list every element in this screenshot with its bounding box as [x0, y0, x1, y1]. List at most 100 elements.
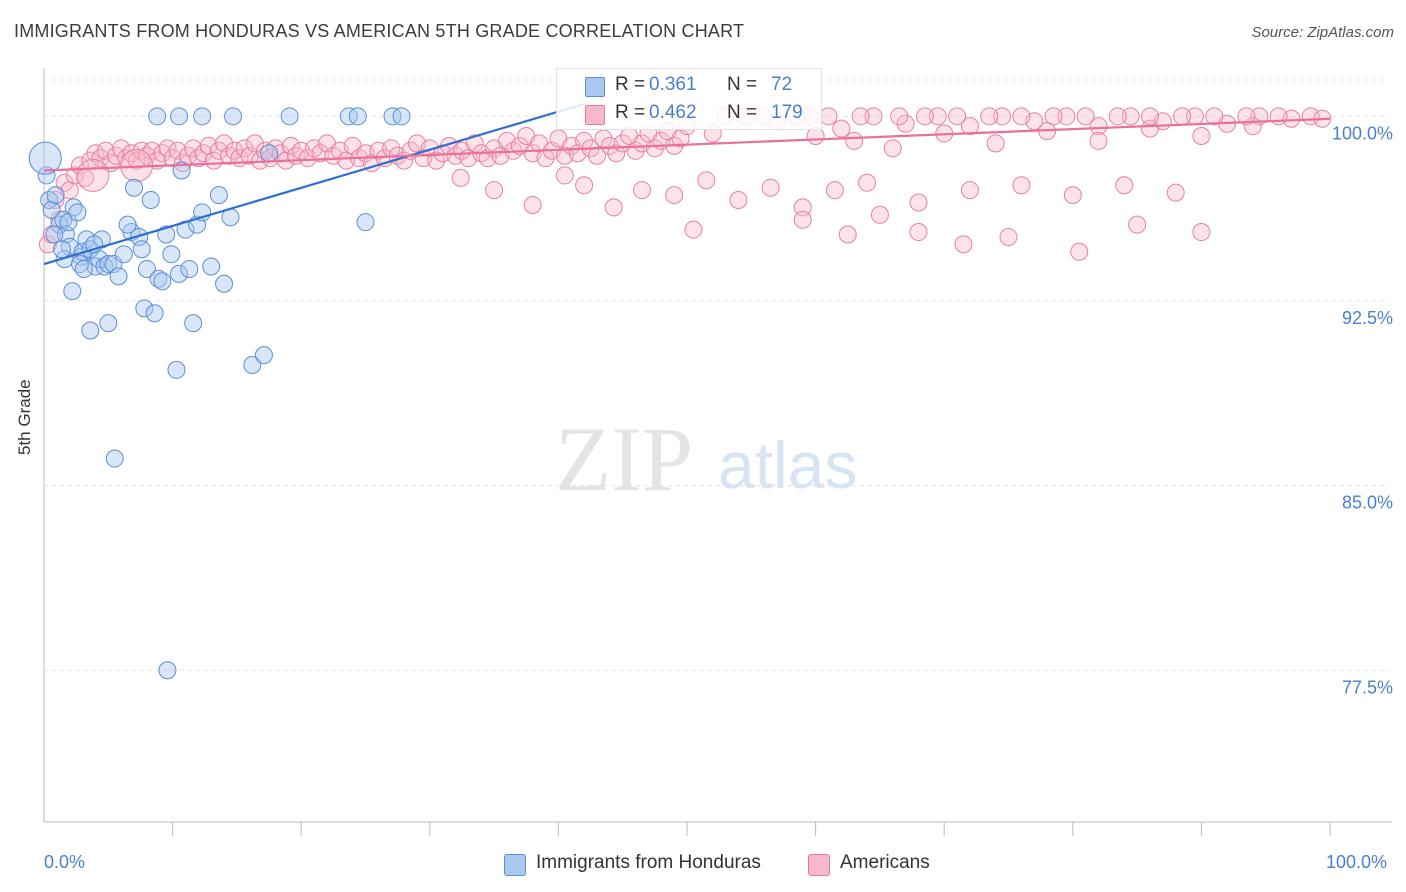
- point-honduras: [170, 107, 189, 126]
- point-americans: [1237, 107, 1256, 126]
- point-americans: [761, 178, 780, 197]
- legend-label: Americans: [840, 852, 930, 873]
- point-americans: [1140, 107, 1159, 126]
- point-americans: [1089, 131, 1108, 150]
- point-americans: [523, 195, 542, 214]
- point-honduras: [81, 321, 100, 340]
- point-honduras: [132, 240, 151, 259]
- y-tick-label: 77.5%: [1342, 677, 1393, 697]
- point-honduras: [141, 191, 160, 210]
- y-tick-label: 85.0%: [1342, 493, 1393, 513]
- point-americans: [870, 205, 889, 224]
- point-americans: [1269, 107, 1288, 126]
- watermark-atlas: atlas: [718, 428, 857, 502]
- point-americans: [158, 139, 177, 158]
- point-americans: [184, 139, 203, 158]
- y-tick-label: 100.0%: [1332, 123, 1393, 143]
- point-honduras: [254, 346, 273, 365]
- point-americans: [1012, 107, 1031, 126]
- point-americans: [832, 119, 851, 138]
- point-americans: [1057, 107, 1076, 126]
- point-americans: [38, 235, 57, 254]
- point-americans: [1140, 119, 1159, 138]
- point-americans: [890, 107, 909, 126]
- point-americans: [1205, 107, 1224, 126]
- point-honduras: [243, 355, 262, 374]
- point-americans: [86, 144, 105, 163]
- legend-swatch-pink: [585, 105, 605, 125]
- point-americans: [729, 191, 748, 210]
- trend-lines: [43, 102, 1331, 266]
- point-honduras: [339, 107, 358, 126]
- trend-line-americans: [43, 117, 1331, 172]
- point-honduras: [170, 264, 189, 283]
- point-americans: [954, 235, 973, 254]
- point-honduras: [280, 107, 299, 126]
- point-honduras: [180, 259, 199, 278]
- point-honduras: [184, 314, 203, 333]
- point-americans: [1128, 215, 1147, 234]
- legend-swatch-blue: [504, 854, 526, 876]
- legend-n-value: 72: [771, 74, 793, 95]
- point-americans: [915, 107, 934, 126]
- source-credit: Source: ZipAtlas.com: [1251, 24, 1394, 41]
- point-honduras: [135, 299, 154, 318]
- x-tick-label-max: 100.0%: [1326, 852, 1388, 872]
- point-americans: [819, 107, 838, 126]
- point-honduras: [109, 267, 128, 286]
- point-americans: [1076, 107, 1095, 126]
- point-honduras: [153, 272, 172, 291]
- point-honduras: [99, 314, 118, 333]
- stats-legend: R = 0.361 N = 72 R = 0.462 N = 179: [556, 68, 822, 130]
- point-americans: [864, 107, 883, 126]
- point-americans: [189, 149, 208, 168]
- legend-r-label: R =: [615, 102, 646, 123]
- point-honduras: [209, 186, 228, 205]
- point-americans: [575, 176, 594, 195]
- point-americans: [948, 107, 967, 126]
- y-tick-label: 92.5%: [1342, 308, 1393, 328]
- point-honduras: [137, 259, 156, 278]
- point-americans: [65, 166, 84, 185]
- point-americans: [986, 134, 1005, 153]
- y-tick-labels: 100.0% 92.5% 85.0% 77.5%: [1332, 123, 1393, 697]
- point-americans: [845, 131, 864, 150]
- legend-row-honduras: R = 0.361 N = 72: [557, 73, 821, 101]
- point-honduras: [193, 107, 212, 126]
- point-americans: [684, 220, 703, 239]
- point-americans: [858, 173, 877, 192]
- point-americans: [928, 107, 947, 126]
- point-americans: [960, 181, 979, 200]
- point-honduras: [167, 360, 186, 379]
- point-honduras: [63, 282, 82, 301]
- legend-r-label: R =: [615, 74, 646, 95]
- point-americans: [1192, 223, 1211, 242]
- point-americans: [793, 198, 812, 217]
- point-honduras: [114, 245, 133, 264]
- point-americans: [1173, 107, 1192, 126]
- legend-label: Immigrants from Honduras: [536, 852, 761, 873]
- trend-line-honduras: [43, 102, 585, 266]
- legend-n-label: N =: [727, 74, 758, 95]
- point-honduras: [74, 259, 93, 278]
- point-americans: [281, 136, 300, 155]
- legend-n-label: N =: [727, 102, 758, 123]
- point-honduras: [125, 178, 144, 197]
- point-honduras: [99, 255, 118, 274]
- point-honduras: [202, 257, 221, 276]
- point-americans: [1108, 107, 1127, 126]
- point-honduras: [118, 215, 137, 234]
- point-americans: [1192, 127, 1211, 146]
- legend-row-americans: R = 0.462 N = 179: [557, 101, 821, 129]
- point-americans: [153, 144, 172, 163]
- point-americans: [604, 198, 623, 217]
- point-honduras: [53, 240, 72, 259]
- point-americans: [999, 227, 1018, 246]
- point-americans: [485, 181, 504, 200]
- point-americans: [220, 146, 239, 165]
- point-honduras: [54, 210, 73, 229]
- point-americans: [909, 193, 928, 212]
- series-americans: [38, 107, 1332, 261]
- point-americans: [1012, 176, 1031, 195]
- point-americans: [1070, 242, 1089, 261]
